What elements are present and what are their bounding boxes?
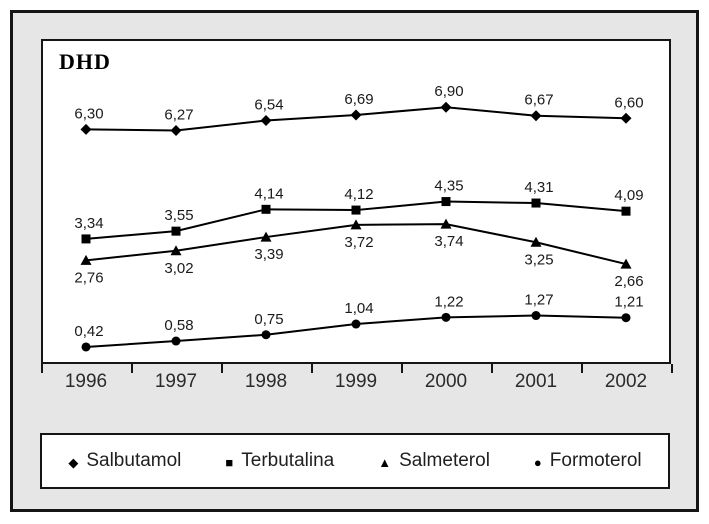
data-point-label: 0,58	[164, 317, 193, 334]
triangle-marker	[350, 219, 362, 230]
x-axis-label: 1996	[64, 371, 108, 392]
data-point-label: 1,22	[434, 293, 463, 310]
x-axis-label: 1999	[334, 371, 378, 392]
line-chart-canvas: 6,30 6,27 6,54 6,69 6,90 6,67 6,60 3,34 3,55 4,14…	[74, 83, 644, 352]
data-point-label: 3,25	[524, 251, 553, 268]
square-marker	[261, 204, 271, 214]
x-tick	[221, 364, 223, 373]
chart-title: DHD	[59, 49, 111, 74]
square-marker	[81, 234, 91, 244]
square-marker	[441, 197, 451, 207]
series-formoterol: 0,42 0,58 0,75 1,04 1,22 1,27 1,21	[74, 292, 644, 352]
legend-label: Salbutamol	[86, 450, 182, 471]
data-point-label: 6,69	[344, 91, 373, 108]
legend-item-terbutalina: ■ Terbutalina	[225, 450, 334, 472]
diamond-marker	[80, 123, 92, 135]
circle-marker	[531, 311, 541, 321]
circle-marker	[441, 312, 451, 322]
data-point-label: 2,66	[614, 273, 643, 290]
data-point-label: 6,90	[434, 83, 463, 100]
data-point-label: 4,12	[344, 186, 373, 203]
legend: ◆ Salbutamol ■ Terbutalina ▲ Salmeterol ● Formo…	[40, 433, 670, 489]
chart-panel: DHD 6,30 6,27 6,54 6,69 6,90 6,67 6,60 3,34 3,55…	[10, 10, 699, 512]
x-tick	[401, 364, 403, 373]
data-point-label: 3,74	[434, 233, 463, 250]
data-point-label: 1,21	[614, 294, 643, 311]
legend-item-salmeterol: ▲ Salmeterol	[378, 450, 490, 472]
circle-marker	[621, 313, 631, 323]
square-marker	[351, 205, 361, 215]
data-point-label: 0,75	[254, 311, 283, 328]
triangle-marker	[620, 258, 632, 269]
diamond-marker	[440, 101, 452, 113]
diamond-marker	[350, 109, 362, 121]
triangle-marker	[260, 231, 272, 242]
data-point-label: 3,72	[344, 234, 373, 251]
diamond-marker	[530, 110, 542, 122]
data-point-label: 0,42	[74, 323, 103, 340]
x-tick	[311, 364, 313, 373]
x-tick	[671, 364, 673, 373]
square-marker	[621, 206, 631, 216]
legend-label: Formoterol	[549, 450, 642, 471]
legend-label: Terbutalina	[241, 450, 335, 471]
circle-marker	[261, 330, 271, 340]
data-point-label: 6,54	[254, 97, 283, 114]
legend-label: Salmeterol	[399, 450, 490, 471]
triangle-marker	[440, 218, 452, 229]
circle-marker	[81, 342, 91, 352]
triangle-marker	[170, 245, 182, 256]
triangle-marker	[80, 254, 92, 265]
data-point-label: 6,60	[614, 94, 643, 111]
data-point-label: 2,76	[74, 269, 103, 286]
data-point-label: 6,67	[524, 92, 553, 109]
diamond-icon: ◆	[68, 454, 79, 470]
x-axis-label: 2000	[424, 371, 468, 392]
circle-marker	[351, 319, 361, 329]
triangle-marker	[530, 236, 542, 247]
data-point-label: 6,27	[164, 107, 193, 124]
diamond-marker	[170, 125, 182, 137]
legend-item-salbutamol: ◆ Salbutamol	[68, 450, 181, 472]
x-axis-label: 1997	[154, 371, 198, 392]
data-point-label: 6,30	[74, 105, 103, 122]
data-point-label: 3,55	[164, 207, 193, 224]
data-point-label: 3,02	[164, 260, 193, 277]
x-axis-label: 1998	[244, 371, 288, 392]
square-marker	[531, 198, 541, 208]
square-icon: ■	[225, 454, 234, 470]
x-tick	[581, 364, 583, 373]
series-salbutamol: 6,30 6,27 6,54 6,69 6,90 6,67 6,60	[74, 83, 644, 137]
triangle-icon: ▲	[378, 454, 392, 470]
x-axis-label: 2001	[514, 371, 558, 392]
x-axis-label: 2002	[604, 371, 648, 392]
data-point-label: 1,04	[344, 300, 373, 317]
circle-marker	[171, 336, 181, 346]
circle-icon: ●	[533, 454, 542, 470]
plot-area: DHD 6,30 6,27 6,54 6,69 6,90 6,67 6,60 3,34 3,55…	[41, 39, 671, 364]
data-point-label: 4,14	[254, 185, 283, 202]
x-tick	[41, 364, 43, 373]
series-terbutalina: 3,34 3,55 4,14 4,12 4,35 4,31 4,09	[74, 178, 644, 244]
data-point-label: 3,34	[74, 215, 103, 232]
series-salmeterol: 2,76 3,02 3,39 3,72 3,74 3,25 2,66	[74, 218, 644, 290]
square-marker	[171, 226, 181, 236]
diamond-marker	[260, 115, 272, 127]
data-point-label: 4,31	[524, 179, 553, 196]
data-point-label: 3,39	[254, 246, 283, 263]
x-tick	[491, 364, 493, 373]
data-point-label: 4,35	[434, 178, 463, 195]
data-point-label: 1,27	[524, 292, 553, 309]
data-point-label: 4,09	[614, 187, 643, 204]
legend-item-formoterol: ● Formoterol	[534, 450, 642, 472]
x-tick	[131, 364, 133, 373]
diamond-marker	[620, 112, 632, 124]
